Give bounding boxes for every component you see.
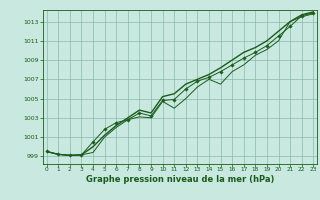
X-axis label: Graphe pression niveau de la mer (hPa): Graphe pression niveau de la mer (hPa)	[86, 175, 274, 184]
